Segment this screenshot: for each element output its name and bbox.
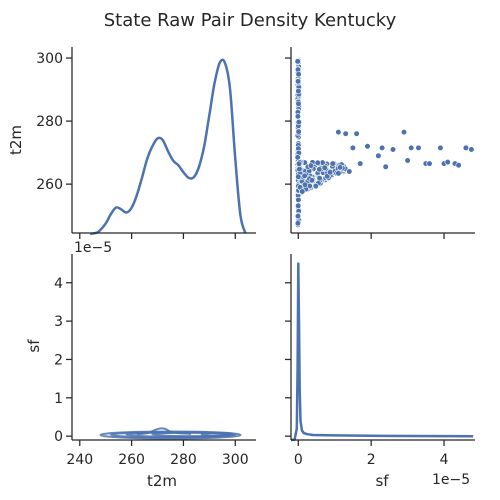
tl-ytick-label: 280 (36, 114, 63, 130)
scatter-point (468, 146, 475, 153)
scatter-point (335, 170, 342, 177)
br-xtick-label: 4 (440, 452, 449, 468)
panel-t2m-sf-scatter (285, 47, 475, 239)
scatter-point (295, 118, 302, 126)
scatter-point (327, 169, 334, 176)
scatter-point (389, 146, 397, 153)
scatter-point (294, 213, 302, 220)
panel-t2m-t2m-kde: 260 280 300 (36, 47, 256, 239)
scatter-point (455, 162, 462, 169)
scatter-point (316, 166, 323, 173)
scatter-point (295, 173, 302, 180)
scatter-point (415, 144, 422, 151)
offset-label-left: 1e−5 (74, 240, 112, 256)
scatter-point (308, 177, 316, 184)
bl-ytick-label: 2 (54, 352, 63, 368)
tl-ytick-label: 300 (36, 51, 63, 67)
bl-xtick-label: 260 (118, 452, 145, 468)
bl-ytick-label: 1 (54, 391, 63, 407)
scatter-point (295, 202, 302, 209)
bl-xtick-label: 280 (170, 452, 197, 468)
scatter-point (321, 164, 328, 171)
scatter-point (408, 144, 415, 151)
bl-ytick-label: 4 (54, 276, 63, 292)
scatter-point (349, 144, 357, 151)
scatter-point (295, 196, 302, 203)
bl-ytick-label: 0 (54, 429, 63, 445)
bl-xtick-label: 300 (222, 452, 249, 468)
offset-label-bottom: 1e−5 (432, 472, 470, 488)
scatter-point (462, 144, 470, 151)
bl-xtick-label: 240 (66, 452, 93, 468)
scatter-point (299, 188, 306, 195)
scatter-point (295, 100, 302, 107)
scatter-point (301, 172, 308, 179)
scatter-point (314, 159, 321, 166)
scatter-point (294, 58, 301, 65)
scatter-point (295, 128, 302, 135)
scatter-point (307, 162, 315, 169)
ylabel-t2m: t2m (7, 125, 25, 155)
xlabel-sf: sf (375, 472, 389, 490)
kde2d-contour (136, 427, 192, 436)
scatter-point (295, 78, 302, 85)
scatter-point (404, 157, 411, 164)
scatter-point (353, 130, 360, 137)
scatter-point (379, 144, 386, 151)
scatter-point (294, 220, 302, 227)
scatter-point (346, 168, 353, 175)
kde2d-contour (200, 431, 234, 437)
scatter-point (312, 183, 319, 190)
panel-sf-t2m-kde2d: 0 1 2 3 4 240 260 280 300 (54, 254, 256, 468)
bl-ytick-label: 3 (54, 314, 63, 330)
scatter-point (295, 160, 303, 167)
scatter-point (301, 181, 309, 188)
br-xtick-label: 0 (294, 452, 303, 468)
scatter-point (342, 130, 349, 137)
scatter-point (364, 143, 371, 150)
br-xtick-label: 2 (367, 452, 376, 468)
scatter-point (437, 144, 444, 151)
scatter-point (337, 164, 344, 171)
t2m-kde-curve (89, 58, 247, 236)
scatter-point (296, 166, 303, 173)
scatter-point (335, 129, 342, 136)
scatter-point (316, 175, 323, 182)
scatter-point (295, 87, 302, 95)
panel-sf-sf-kde: 0 2 4 (285, 254, 475, 468)
scatter-point (329, 160, 336, 167)
scatter-point (295, 71, 302, 78)
chart-title: State Raw Pair Density Kentucky (104, 10, 397, 31)
ylabel-sf: sf (25, 339, 43, 353)
tl-ytick-label: 260 (36, 177, 63, 193)
sf-kde-curve (290, 262, 474, 442)
scatter-point (357, 160, 364, 167)
scatter-point (400, 129, 408, 136)
scatter-point (426, 160, 433, 167)
scatter-point (382, 163, 389, 170)
xlabel-t2m: t2m (147, 472, 177, 490)
scatter-point (444, 159, 451, 166)
scatter-point (375, 152, 382, 159)
scatter-point (294, 113, 302, 120)
